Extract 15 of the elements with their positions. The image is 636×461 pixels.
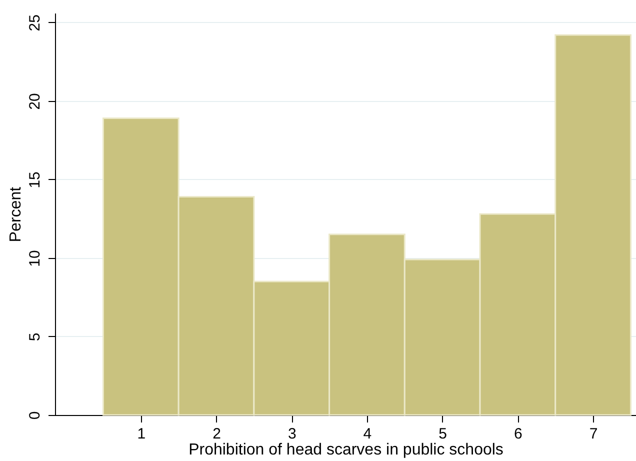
y-tick-label: 0: [26, 411, 44, 420]
y-tick-label: 10: [26, 250, 44, 267]
x-axis-title: Prohibition of head scarves in public schools: [188, 442, 504, 458]
x-tick-label: 2: [212, 426, 221, 442]
y-tick-label: 5: [26, 332, 44, 342]
x-tick-label: 7: [589, 426, 598, 442]
x-tick-label: 4: [363, 426, 372, 442]
x-tick-label: 3: [288, 426, 296, 442]
x-tick-label: 1: [137, 426, 146, 442]
y-tick-label: 15: [26, 172, 44, 188]
x-tick-label: 6: [514, 426, 522, 442]
y-tick-label: 25: [26, 14, 44, 32]
x-tick-label: 5: [438, 426, 448, 442]
y-tick-label: 20: [26, 93, 44, 110]
y-axis-title: Percent: [8, 186, 24, 242]
